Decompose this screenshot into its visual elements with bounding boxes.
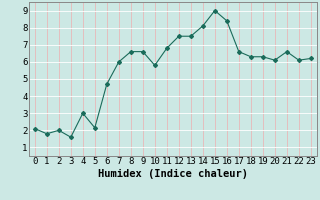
X-axis label: Humidex (Indice chaleur): Humidex (Indice chaleur)	[98, 169, 248, 179]
